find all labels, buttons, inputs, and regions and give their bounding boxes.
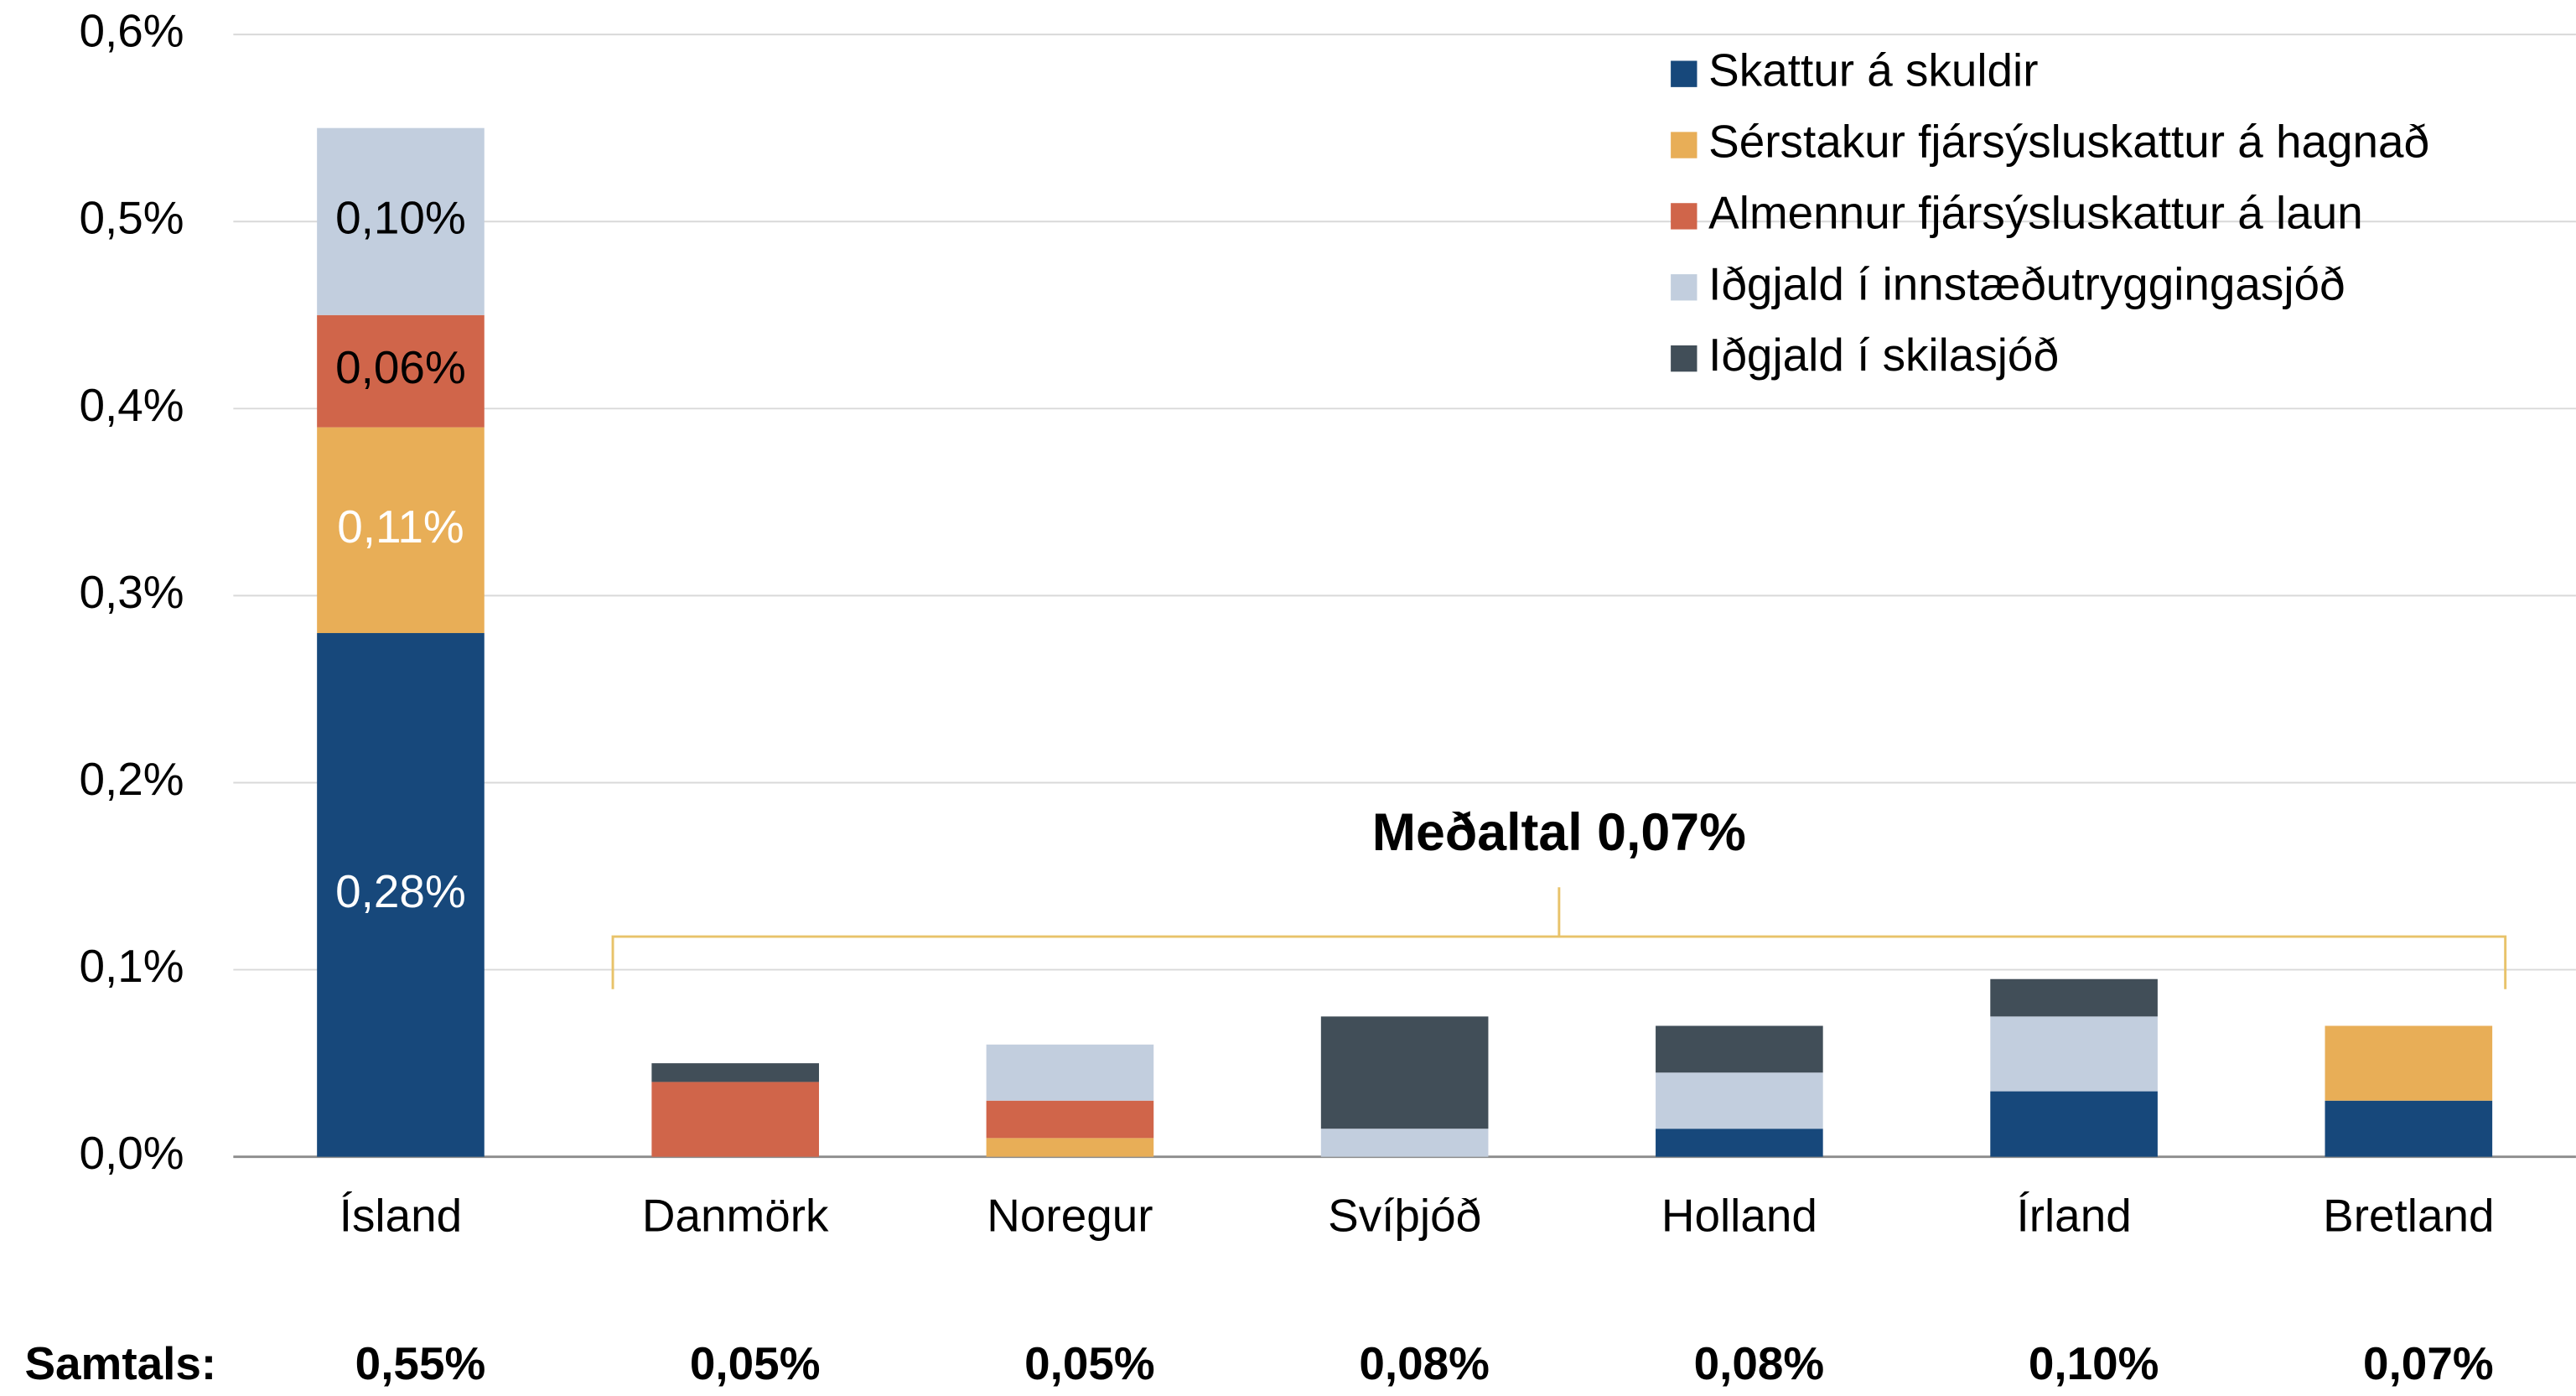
grid — [233, 34, 2576, 1159]
y-tick-label: 0,5% — [80, 192, 184, 244]
legend-label: Iðgjald í innstæðutryggingasjóð — [1708, 257, 2345, 309]
bar-segment — [986, 1138, 1154, 1157]
y-tick-label: 0,3% — [80, 566, 184, 618]
legend-label: Sérstakur fjársýsluskattur á hagnað — [1708, 116, 2429, 168]
bar-segment — [1320, 1129, 1489, 1157]
totals-label: Samtals: — [24, 1337, 216, 1389]
value-label: 0,11% — [337, 501, 464, 553]
bar-segment — [1990, 1091, 2158, 1157]
average-bracket — [611, 887, 2507, 989]
bar-segment — [317, 427, 485, 634]
bar-segment — [986, 1100, 1154, 1139]
legend-label: Almennur fjársýsluskattur á laun — [1708, 186, 2363, 238]
value-label: 0,06% — [335, 341, 466, 393]
legend-swatch — [1671, 60, 1697, 87]
bar-segment — [651, 1082, 819, 1157]
total-label: 0,55% — [355, 1337, 486, 1389]
bar-segment — [986, 1044, 1154, 1101]
total-label: 0,05% — [690, 1337, 821, 1389]
x-tick-label: Holland — [1661, 1190, 1817, 1242]
x-tick-label: Bretland — [2323, 1190, 2494, 1242]
legend-label: Iðgjald í skilasjóð — [1708, 329, 2059, 381]
y-tick-label: 0,4% — [80, 379, 184, 431]
x-tick-label: Svíþjóð — [1328, 1190, 1481, 1242]
x-tick-label: Noregur — [987, 1190, 1153, 1242]
bar-segment — [317, 633, 485, 1157]
bar-segment — [1656, 1072, 1823, 1129]
y-tick-label: 0,2% — [80, 753, 184, 805]
legend-swatch — [1671, 203, 1697, 230]
legend-swatch — [1671, 274, 1697, 301]
bar-segment — [1990, 1016, 2158, 1092]
annotation: Meðaltal 0,07% — [1372, 803, 1746, 862]
legend-label: Skattur á skuldir — [1708, 44, 2038, 96]
legend-swatch — [1671, 132, 1697, 158]
bar-segment — [2325, 1100, 2493, 1157]
y-tick-label: 0,1% — [80, 940, 184, 992]
value-label: 0,28% — [335, 865, 466, 917]
x-tick-label: Danmörk — [642, 1190, 829, 1242]
y-tick-label: 0,6% — [80, 5, 184, 57]
total-label: 0,08% — [1694, 1337, 1825, 1389]
legend-swatch — [1671, 345, 1697, 372]
bar-segment — [2325, 1025, 2493, 1101]
bar-segment — [651, 1063, 819, 1082]
x-tick-label: Írland — [2016, 1190, 2131, 1242]
total-label: 0,07% — [2363, 1337, 2494, 1389]
bar-segment — [1320, 1016, 1489, 1129]
total-label: 0,10% — [2029, 1337, 2159, 1389]
bar-segment — [1990, 978, 2158, 1017]
bar-segment — [317, 127, 485, 315]
total-label: 0,08% — [1359, 1337, 1490, 1389]
bar-segment — [1656, 1129, 1823, 1157]
bar-segment — [1656, 1025, 1823, 1073]
bar-segment — [317, 314, 485, 428]
total-label: 0,05% — [1024, 1337, 1155, 1389]
value-label: 0,10% — [335, 192, 466, 244]
y-tick-label: 0,0% — [80, 1127, 184, 1179]
x-tick-label: Ísland — [339, 1190, 462, 1242]
